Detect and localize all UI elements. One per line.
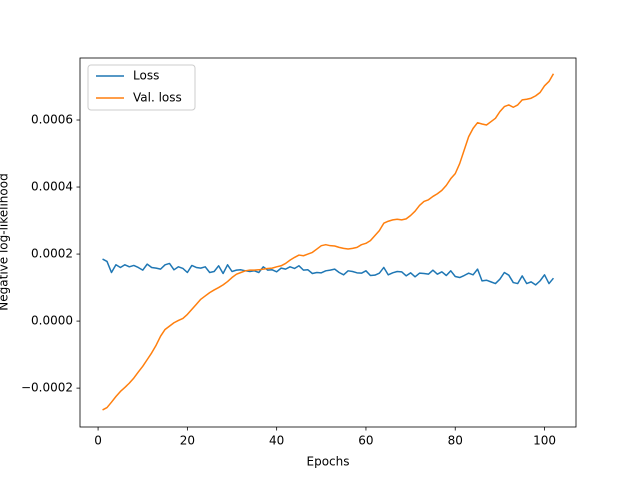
x-axis-label: Epochs <box>307 455 350 469</box>
y-tick-label: 0.0004 <box>31 180 73 194</box>
y-axis-label: Negative log-likelihood <box>0 173 11 310</box>
x-tick-label: 20 <box>180 434 195 448</box>
x-tick-label: 60 <box>358 434 373 448</box>
y-tick-label: −0.0002 <box>21 381 73 395</box>
x-tick-label: 100 <box>533 434 556 448</box>
legend-label: Loss <box>133 69 159 83</box>
y-tick-label: 0.0006 <box>31 113 73 127</box>
y-tick-label: 0.0000 <box>31 314 73 328</box>
x-tick-label: 80 <box>448 434 463 448</box>
x-tick-label: 40 <box>269 434 284 448</box>
x-tick-label: 0 <box>94 434 102 448</box>
series-line <box>102 73 555 411</box>
series-line <box>102 258 555 286</box>
legend-label: Val. loss <box>133 91 182 105</box>
y-tick-label: 0.0002 <box>31 247 73 261</box>
axes-frame <box>79 57 577 428</box>
